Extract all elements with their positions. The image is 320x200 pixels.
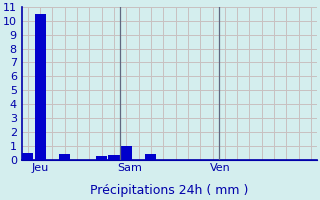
Bar — [121, 146, 132, 160]
X-axis label: Précipitations 24h ( mm ): Précipitations 24h ( mm ) — [90, 184, 249, 197]
Bar — [22, 153, 33, 160]
Bar — [96, 156, 107, 160]
Bar — [35, 14, 46, 160]
Bar — [108, 155, 120, 160]
Bar — [59, 154, 70, 160]
Bar — [145, 154, 156, 160]
